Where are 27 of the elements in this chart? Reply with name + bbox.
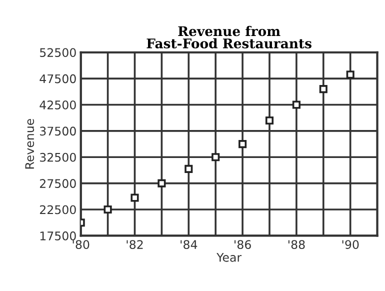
- x-tick-label: '88: [288, 240, 305, 250]
- y-tick-label: 42500: [40, 100, 76, 110]
- x-tick-label: '80: [72, 240, 90, 250]
- point: [319, 85, 328, 94]
- y-tick-label: 17500: [40, 231, 76, 240]
- y-tick-label: 37500: [40, 126, 76, 136]
- x-axis-title: Year: [216, 253, 242, 262]
- point: [104, 205, 112, 214]
- y-tick-label: 52500: [40, 48, 76, 58]
- chart-title: Revenue from Fast-Food Restaurants: [146, 26, 312, 48]
- x-tick-label: '82: [126, 240, 143, 250]
- point: [158, 179, 166, 188]
- point: [184, 164, 193, 173]
- y-tick-label: 22500: [40, 205, 76, 214]
- x-tick-label: '84: [180, 240, 198, 250]
- point: [212, 153, 220, 162]
- y-tick-label: 47500: [40, 74, 76, 84]
- point: [130, 194, 139, 202]
- x-tick-label: '86: [234, 240, 251, 250]
- point: [265, 116, 274, 125]
- y-tick-label: 27500: [40, 179, 76, 188]
- y-tick-label: 32500: [40, 152, 76, 162]
- x-tick-label: '90: [342, 240, 359, 250]
- point: [238, 140, 247, 148]
- point: [346, 70, 354, 79]
- point: [292, 100, 300, 109]
- y-axis-title: Revenue: [25, 118, 34, 169]
